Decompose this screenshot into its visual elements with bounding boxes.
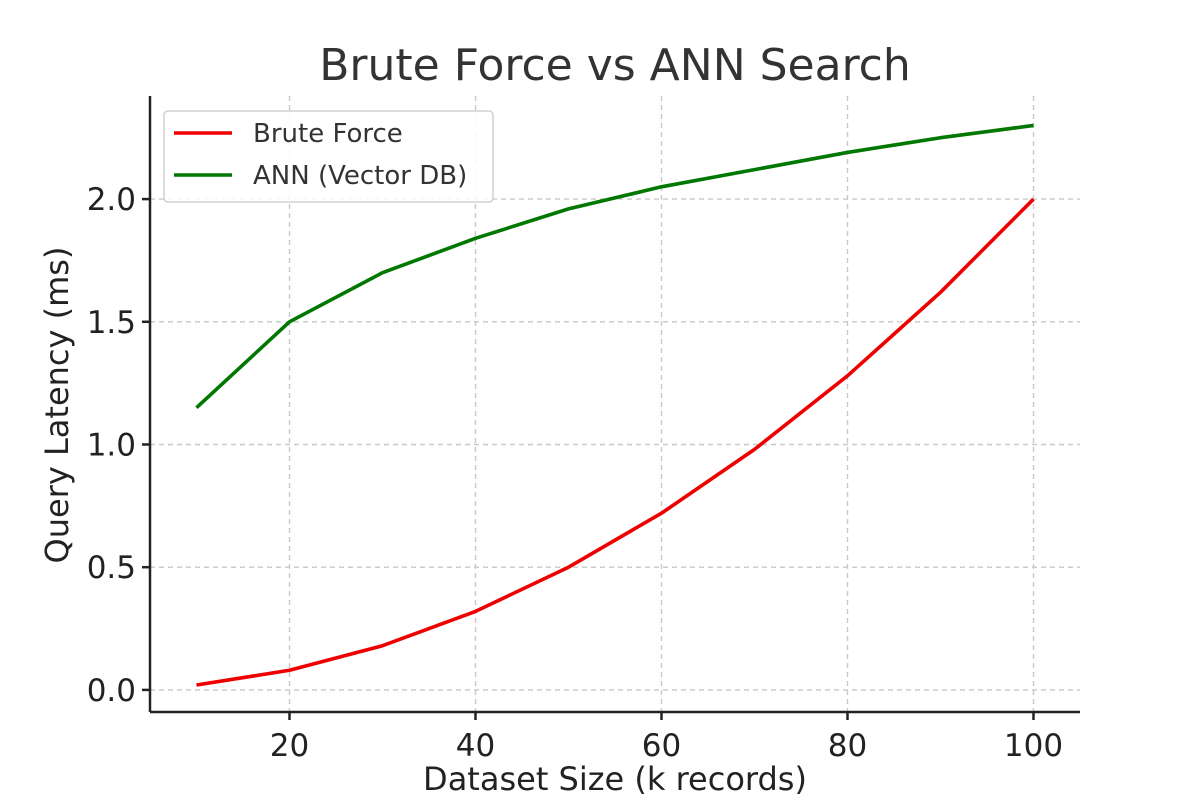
x-axis-label: Dataset Size (k records) [423,760,807,798]
x-tick-label: 60 [642,728,681,764]
series-layer [195,123,1035,687]
x-tick-label: 100 [1004,728,1063,764]
y-tick-label: 0.0 [87,673,136,709]
legend-label-brute-force: Brute Force [253,119,403,149]
x-tick-label: 40 [456,728,495,764]
x-tick-label: 20 [270,728,309,764]
y-tick-label: 2.0 [87,182,136,218]
series-line-brute-force [196,197,1035,687]
series-line-ann-vector-db [195,123,1034,410]
ticks-layer: 20 40 60 80 100 0.0 0.5 1.0 1.5 2.0 [87,182,1063,764]
y-tick-label: 1.0 [87,427,136,463]
y-tick-label: 0.5 [87,550,136,586]
legend-box [163,110,494,203]
chart-title: Brute Force vs ANN Search [319,40,911,91]
legend: Brute Force ANN (Vector DB) [163,110,494,203]
x-tick-label: 80 [828,728,867,764]
y-tick-label: 1.5 [87,305,136,341]
y-axis-label: Query Latency (ms) [38,247,76,564]
legend-label-ann-vector-db: ANN (Vector DB) [253,161,467,191]
